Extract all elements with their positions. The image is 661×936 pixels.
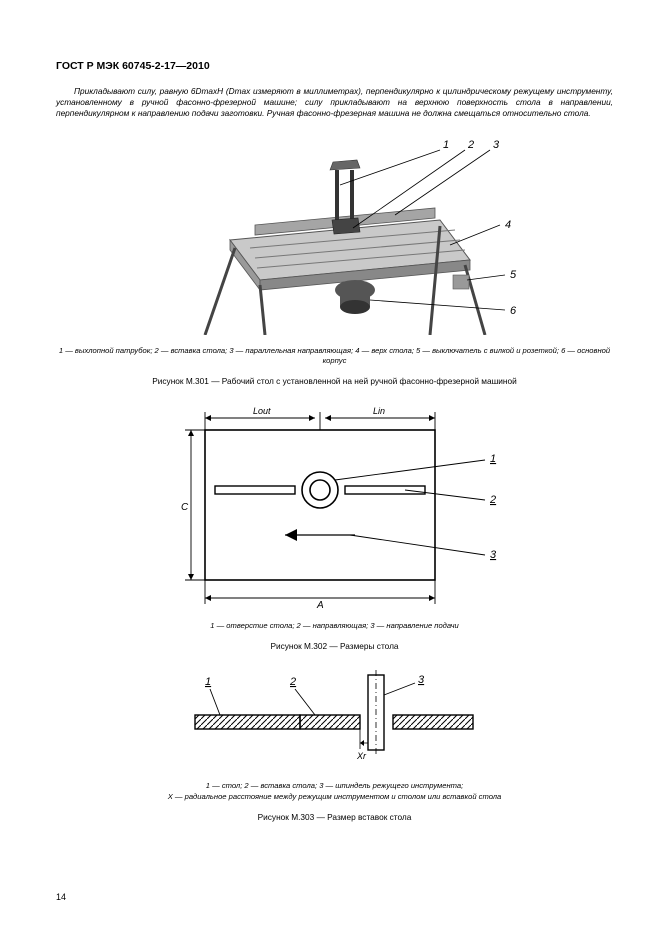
page-container: ГОСТ Р МЭК 60745-2-17—2010 Прикладывают … [0,0,661,856]
label-lout: Lout [253,406,271,416]
figure-303: Xr 1 2 3 [56,665,613,775]
figure-302-legend: 1 — отверстие стола; 2 — направляющая; 3… [56,621,613,631]
callout-4: 4 [505,219,511,231]
callout-3: 3 [493,139,500,151]
callout302-2: 2 [489,494,496,506]
label-lin: Lin [373,406,385,416]
figure-303-caption: Рисунок M.303 — Размер вставок стола [56,812,613,822]
label-c: C [181,502,189,513]
figure-303-legend: 1 — стол; 2 — вставка стола; 3 — шпиндел… [56,781,613,802]
figure-301: 1 2 3 4 5 6 [56,130,613,340]
callout-1: 1 [443,139,449,151]
callout-6: 6 [510,305,517,317]
callout303-2: 2 [289,676,296,688]
label-x: Xr [356,751,367,761]
figure-303-svg: Xr 1 2 3 [165,665,505,770]
callout-2: 2 [467,139,474,151]
callout303-3: 3 [418,674,425,686]
figure-301-legend: 1 — выхлопной патрубок; 2 — вставка стол… [56,346,613,367]
body-paragraph: Прикладывают силу, равную 6DmaxH (Dmax и… [56,86,613,120]
label-a: A [316,600,324,610]
figure-302-svg: Lout Lin A C [145,400,525,610]
figure-302: Lout Lin A C [56,400,613,615]
callout-5: 5 [510,269,517,281]
callout302-1: 1 [490,453,496,465]
figure-301-svg: 1 2 3 4 5 6 [135,130,535,335]
document-header: ГОСТ Р МЭК 60745-2-17—2010 [56,60,613,72]
page-number: 14 [56,892,66,902]
figure-301-caption: Рисунок M.301 — Рабочий стол с установле… [56,376,613,386]
callout302-3: 3 [490,549,497,561]
figure-302-caption: Рисунок M.302 — Размеры стола [56,641,613,651]
callout303-1: 1 [205,676,211,688]
